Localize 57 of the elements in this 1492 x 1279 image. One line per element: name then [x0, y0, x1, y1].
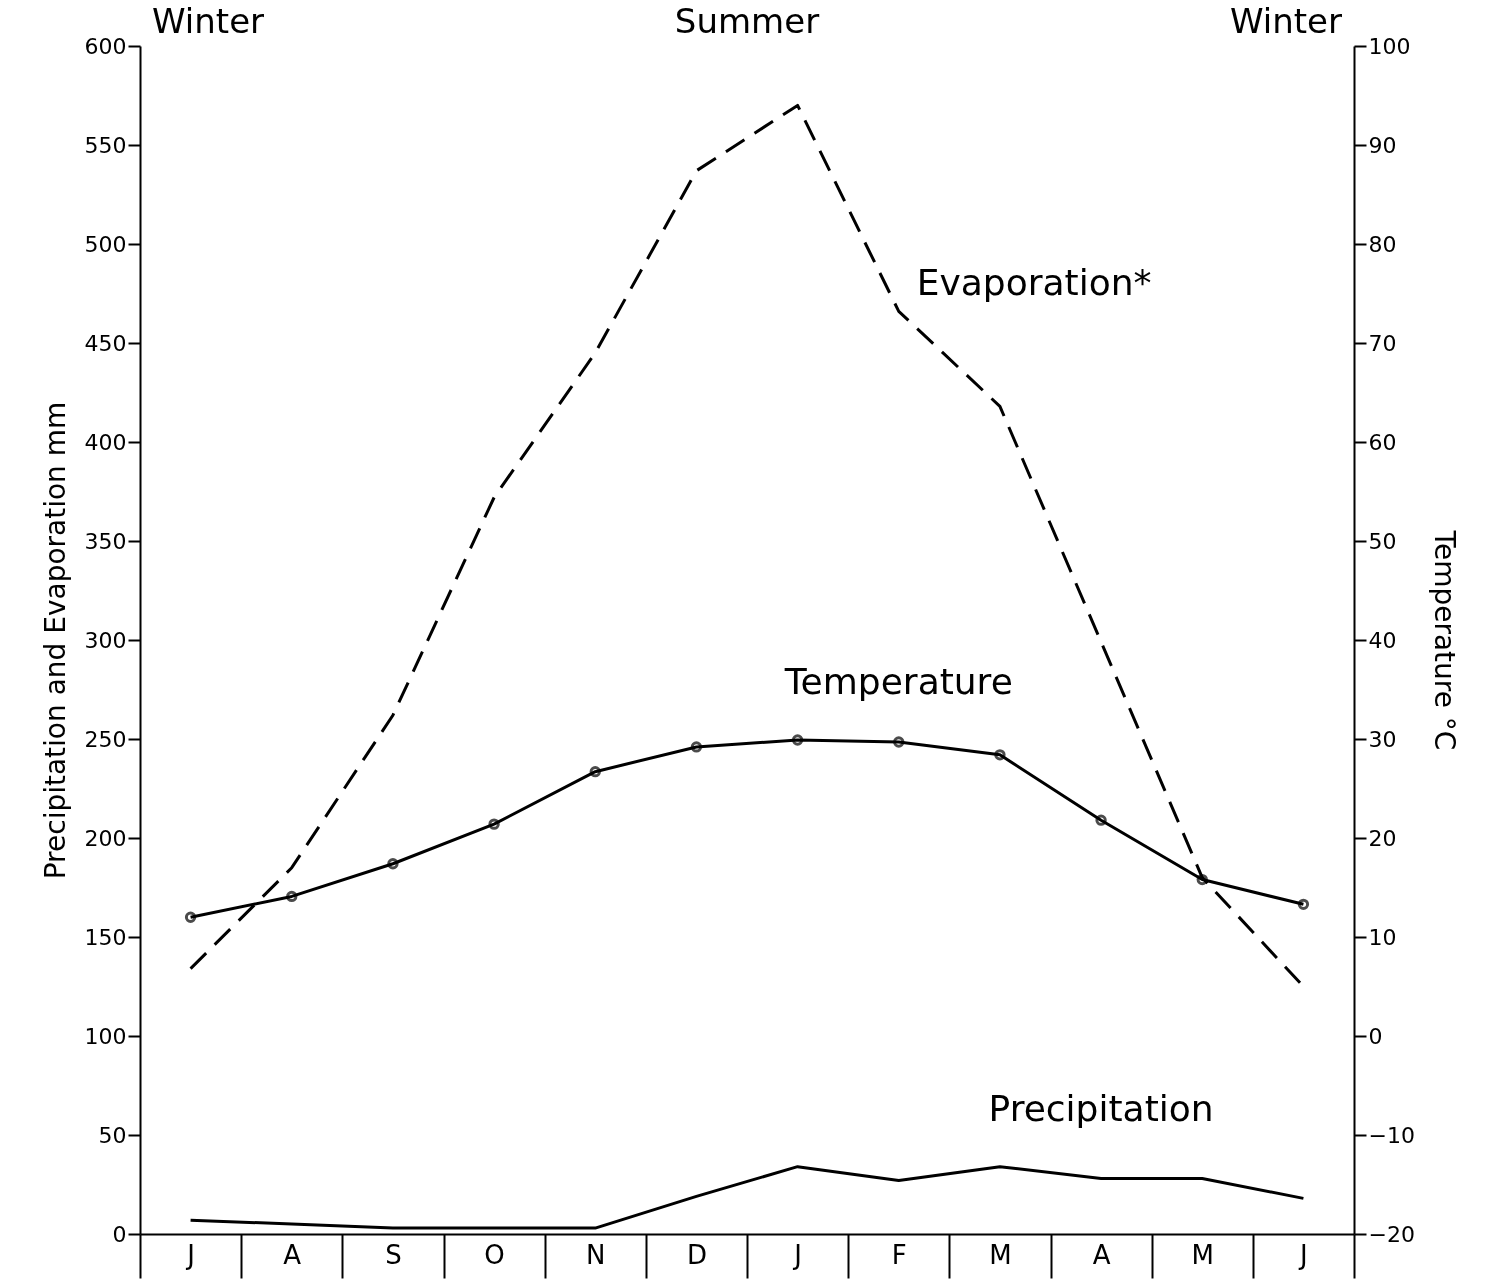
y-tick-label: 500 [84, 231, 127, 257]
series-label: Precipitation [988, 1087, 1214, 1129]
x-tick-label: O [484, 1239, 505, 1270]
y2-tick-label: 80 [1368, 231, 1397, 257]
x-tick-label: A [283, 1239, 302, 1270]
text: Winter [152, 1, 265, 41]
y2-tick-label: 60 [1368, 429, 1397, 455]
y-tick-label: 400 [84, 429, 127, 455]
line-series [189, 1165, 1305, 1230]
y-tick-label: 0 [112, 1221, 127, 1247]
y2-tick-label: 100 [1368, 33, 1411, 59]
y2-tick-label: 20 [1368, 825, 1397, 851]
y2-tick-label: −20 [1368, 1221, 1415, 1247]
text: Summer [674, 1, 820, 41]
point [690, 741, 703, 753]
y-tick-label: 550 [84, 132, 127, 158]
series-label: Temperature [783, 660, 1013, 702]
x-tick-label: J [1298, 1239, 1308, 1270]
x-tick-label: J [792, 1239, 802, 1270]
x-tick-label: N [586, 1239, 606, 1270]
point [1196, 873, 1208, 886]
y2-axis-title: Temperature °C [1427, 529, 1461, 751]
y2-tick-label: 90 [1368, 132, 1397, 158]
point [893, 736, 905, 748]
x-tick-label: M [989, 1239, 1012, 1270]
point [589, 766, 601, 778]
y2-tick-label: 70 [1368, 330, 1397, 356]
y-tick-label: 250 [84, 726, 127, 752]
x-tick-label: F [891, 1239, 907, 1270]
y2-tick-label: 40 [1368, 627, 1397, 653]
point [488, 818, 500, 830]
y-axis-title: Precipitation and Evaporation mm [38, 401, 72, 880]
point [791, 734, 804, 746]
series-label: Evaporation* [916, 262, 1152, 304]
point [387, 858, 399, 870]
y-tick-label: 350 [84, 528, 127, 554]
x-tick-label: A [1092, 1239, 1111, 1270]
x-tick-label: M [1191, 1239, 1214, 1270]
y-tick-label: 50 [98, 1122, 127, 1148]
y2-tick-label: 30 [1368, 726, 1397, 752]
y-tick-label: 100 [84, 1023, 127, 1049]
y2-tick-label: 0 [1368, 1023, 1383, 1049]
y2-tick-label: 50 [1368, 528, 1397, 554]
point [286, 890, 298, 903]
point [1095, 814, 1107, 826]
point [994, 749, 1006, 761]
x-tick-label: S [385, 1239, 402, 1270]
text: Winter [1229, 1, 1343, 41]
y-tick-label: 200 [84, 825, 127, 851]
y2-tick-label: −10 [1368, 1122, 1415, 1148]
y-tick-label: 150 [84, 924, 127, 950]
y-tick-label: 450 [84, 330, 127, 356]
y-tick-label: 600 [84, 33, 127, 59]
y2-tick-label: 10 [1368, 924, 1397, 950]
x-tick-label: J [185, 1239, 195, 1270]
y-tick-label: 300 [84, 627, 127, 653]
x-tick-label: D [686, 1239, 707, 1270]
